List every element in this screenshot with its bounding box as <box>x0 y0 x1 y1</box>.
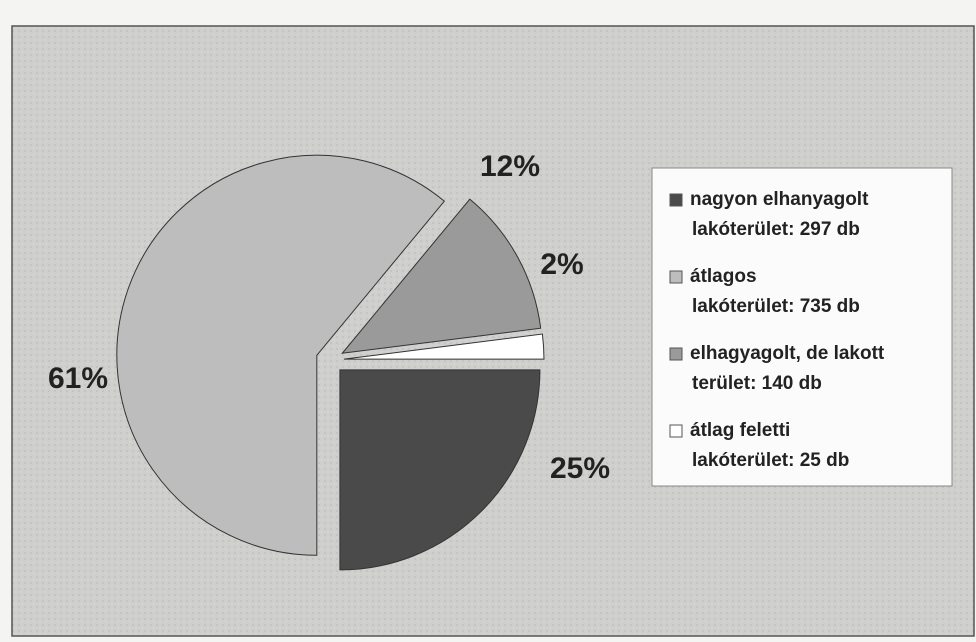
legend-label: elhagyagolt, de lakott <box>690 343 885 364</box>
legend-swatch <box>669 424 683 438</box>
legend-label: lakóterület: 735 db <box>692 296 860 317</box>
legend-label: lakóterület: 297 db <box>692 219 860 240</box>
legend-label: átlag feletti <box>690 420 790 441</box>
pie-slice <box>343 333 545 360</box>
legend-label: nagyon elhanyagolt <box>690 189 869 210</box>
legend-label: átlagos <box>690 266 757 287</box>
pie-slice <box>116 154 446 556</box>
legend-swatch <box>669 270 683 284</box>
data-label: 2% <box>540 248 583 281</box>
data-label: 25% <box>550 452 610 485</box>
legend <box>651 167 953 487</box>
legend-label: lakóterület: 25 db <box>692 450 849 471</box>
pie-slice <box>341 198 542 354</box>
data-label: 12% <box>480 150 540 183</box>
legend-label: terület: 140 db <box>692 373 822 394</box>
pie-slice <box>339 369 541 571</box>
data-label: 61% <box>48 362 108 395</box>
legend-swatch <box>669 193 683 207</box>
legend-swatch <box>669 347 683 361</box>
